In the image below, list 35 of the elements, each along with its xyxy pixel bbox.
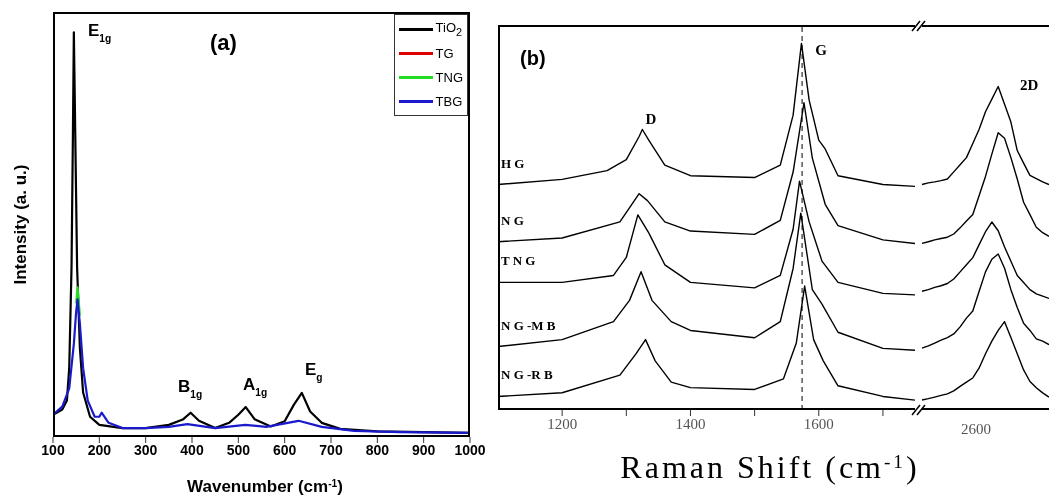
series-label: N G -R B (501, 367, 553, 383)
legend-label: TiO$_{2}$ (435, 20, 463, 38)
x-tick-label: 400 (180, 441, 204, 458)
x-axis-title: Raman Shift (cm$^{-1}$) (620, 449, 920, 485)
y-axis-title: Intensity (a. u.) (11, 164, 30, 285)
x-tick-label: 1000 (454, 441, 486, 458)
series-label: H G (501, 155, 525, 171)
legend-label: TG (435, 45, 454, 61)
x-axis-title: Wavenumber (cm$^{-1}$) (187, 477, 343, 496)
x-tick-label: 800 (365, 441, 390, 458)
legend-label: TNG (435, 69, 463, 85)
x-tick-label: 700 (319, 441, 343, 458)
annotation: D (645, 111, 657, 127)
x-tick-label: 500 (226, 441, 251, 458)
x-tick-label: 600 (272, 441, 297, 458)
chart-title: (a) (210, 30, 237, 56)
x-tick-label: 1200 (547, 415, 578, 432)
annotation: 2D (1020, 77, 1039, 93)
series-label: N G (501, 212, 524, 228)
x-tick-label: 100 (41, 441, 65, 458)
x-tick-label: 1400 (675, 415, 706, 432)
annotation: A$_{1g}$ (243, 375, 268, 398)
legend-label: TBG (435, 93, 463, 109)
text: 2600 (961, 421, 991, 437)
x-tick-label: 900 (411, 441, 436, 458)
x-tick-label: 1600 (803, 415, 834, 432)
series-label: N G -M B (501, 317, 556, 333)
series-label: T N G (501, 253, 536, 269)
annotation: G (815, 42, 828, 58)
x-tick-label: 200 (87, 441, 112, 458)
annotation: E$_{g}$ (305, 360, 323, 383)
annotation: E$_{1g}$ (88, 21, 112, 44)
annotation: B$_{1g}$ (178, 377, 203, 400)
x-tick-label: 300 (133, 441, 158, 458)
chart-title: (b) (520, 47, 546, 70)
